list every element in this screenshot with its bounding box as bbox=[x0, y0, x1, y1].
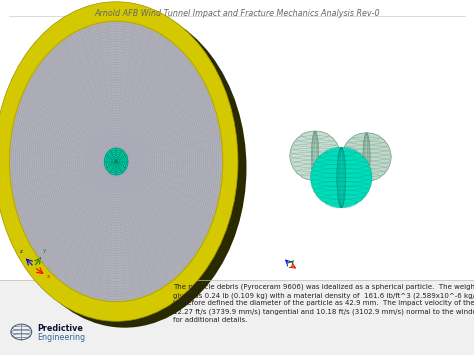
Ellipse shape bbox=[310, 147, 372, 208]
Ellipse shape bbox=[9, 21, 223, 302]
Text: Engineering: Engineering bbox=[37, 333, 85, 342]
Ellipse shape bbox=[290, 131, 340, 180]
Text: Predictive: Predictive bbox=[37, 324, 83, 333]
Ellipse shape bbox=[3, 8, 246, 328]
Text: Arnold AFB Wind Tunnel Impact and Fracture Mechanics Analysis Rev-0: Arnold AFB Wind Tunnel Impact and Fractu… bbox=[94, 9, 380, 18]
Ellipse shape bbox=[342, 133, 391, 181]
Text: y: y bbox=[43, 248, 46, 253]
Text: The particle debris (Pyroceram 9606) was idealized as a spherical particle.  The: The particle debris (Pyroceram 9606) was… bbox=[173, 284, 474, 322]
Ellipse shape bbox=[104, 148, 128, 175]
Text: x: x bbox=[47, 274, 50, 279]
Text: z: z bbox=[19, 250, 22, 255]
Ellipse shape bbox=[0, 2, 238, 321]
Bar bbox=[0, 280, 474, 355]
